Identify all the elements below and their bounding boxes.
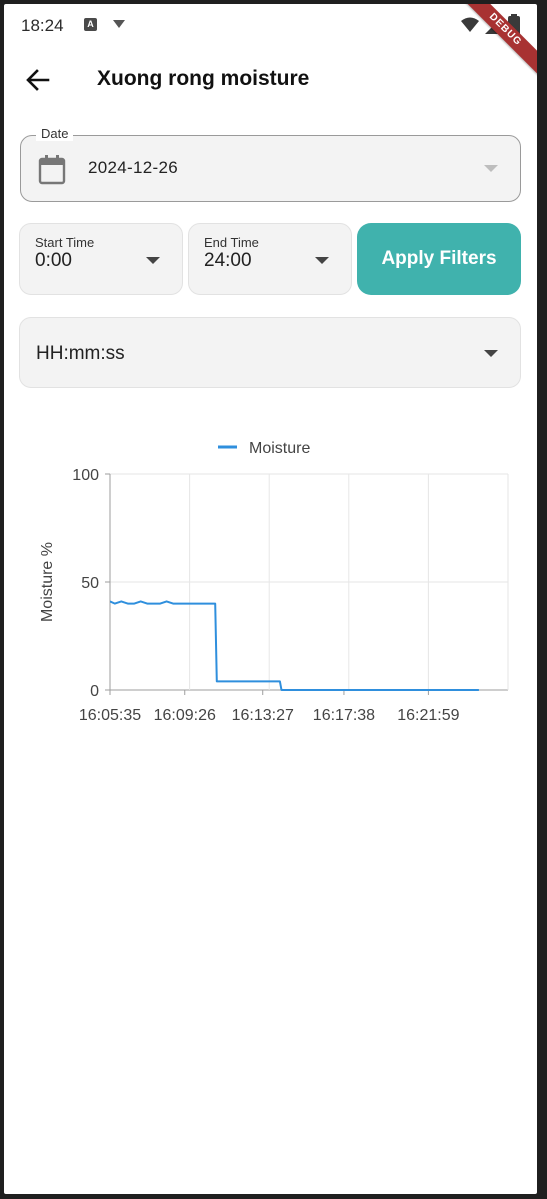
series-line-moisture bbox=[110, 600, 479, 691]
date-label: Date bbox=[36, 126, 74, 141]
end-time-dropdown[interactable]: End Time 24:00 bbox=[188, 223, 352, 295]
start-time-value: 0:00 bbox=[35, 250, 72, 271]
date-picker-field[interactable]: 2024-12-26 bbox=[20, 135, 521, 202]
notification-a-icon: A bbox=[84, 18, 97, 31]
y-tick-label: 100 bbox=[72, 467, 99, 484]
start-time-label: Start Time bbox=[35, 235, 95, 250]
time-format-dropdown[interactable]: HH:mm:ss bbox=[19, 317, 521, 388]
start-time-dropdown[interactable]: Start Time 0:00 bbox=[19, 223, 183, 295]
chevron-down-icon bbox=[484, 350, 498, 357]
calendar-icon bbox=[38, 155, 66, 185]
status-time: 18:24 bbox=[21, 16, 64, 35]
chevron-down-icon bbox=[146, 257, 160, 264]
arrow-back-icon[interactable] bbox=[24, 66, 52, 94]
status-bar: 18:24 A bbox=[4, 4, 537, 48]
time-format-value: HH:mm:ss bbox=[36, 343, 125, 364]
x-tick-label: 16:13:27 bbox=[232, 707, 294, 724]
x-tick-label: 16:21:59 bbox=[397, 707, 459, 724]
moisture-chart: 100 50 0 16:05:35 16:09:26 16:13:27 16:17:38 16… bbox=[4, 424, 537, 744]
y-tick-label: 0 bbox=[90, 683, 99, 700]
y-tick-label: 50 bbox=[81, 575, 99, 592]
x-tick-label: 16:17:38 bbox=[313, 707, 375, 724]
end-time-value: 24:00 bbox=[204, 250, 252, 271]
phone-screen: 18:24 A DEBUG Xuong rong moisture 2024-1… bbox=[4, 4, 537, 1194]
chevron-down-icon bbox=[484, 165, 498, 172]
notification-download-icon bbox=[113, 20, 125, 28]
legend-label: Moisture bbox=[249, 440, 310, 457]
x-tick-label: 16:09:26 bbox=[154, 707, 216, 724]
wifi-icon bbox=[461, 17, 479, 32]
app-bar: Xuong rong moisture bbox=[4, 54, 537, 106]
date-value: 2024-12-26 bbox=[88, 158, 178, 177]
apply-filters-button[interactable]: Apply Filters bbox=[357, 223, 521, 295]
page-title: Xuong rong moisture bbox=[97, 67, 310, 90]
x-tick-label: 16:05:35 bbox=[79, 707, 141, 724]
chevron-down-icon bbox=[315, 257, 329, 264]
y-axis-title: Moisture % bbox=[39, 542, 56, 622]
chart-canvas: 100 50 0 16:05:35 16:09:26 16:13:27 16:17:38 16… bbox=[39, 440, 509, 724]
end-time-label: End Time bbox=[204, 235, 259, 250]
